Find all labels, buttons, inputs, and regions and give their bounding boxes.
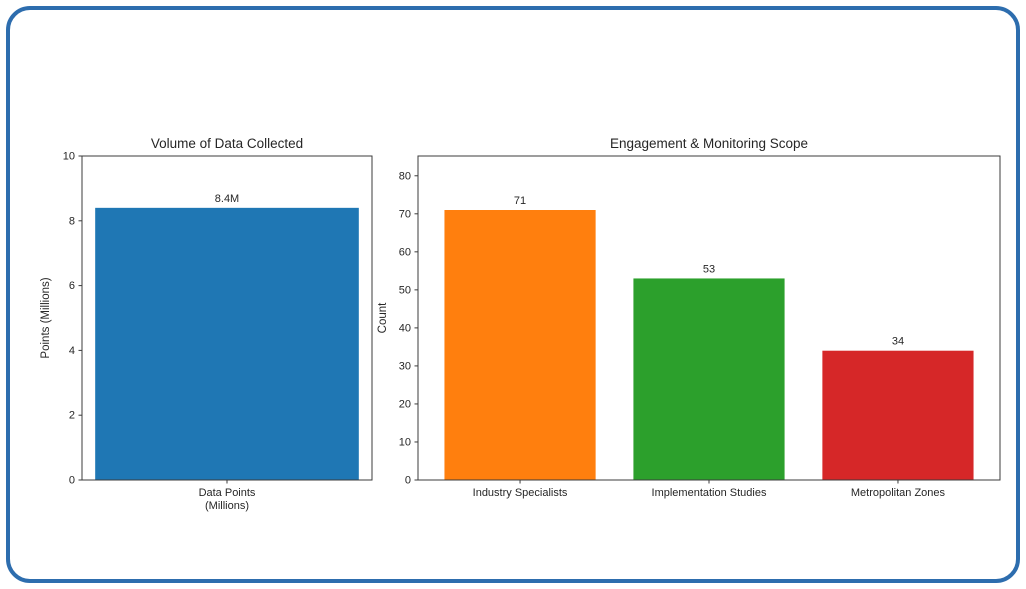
bar-value-label: 8.4M	[215, 193, 239, 205]
y-tick-label: 6	[69, 280, 75, 292]
y-tick-label: 0	[69, 475, 75, 487]
x-tick-label: Implementation Studies	[652, 487, 767, 499]
y-tick-label: 10	[399, 436, 411, 448]
y-tick-label: 4	[69, 345, 75, 357]
plot-frame	[417, 155, 1001, 481]
left-chart-title: Volume of Data Collected	[150, 136, 304, 151]
y-axis-label: Count	[377, 302, 389, 333]
bar-1	[633, 278, 785, 480]
y-axis-label: Points (Millions)	[40, 277, 52, 358]
y-tick-label: 40	[399, 322, 411, 334]
y-tick-label: 2	[69, 410, 75, 422]
bar-value-label: 71	[514, 195, 526, 207]
plot-frame	[81, 155, 373, 481]
y-tick-label: 80	[399, 170, 411, 182]
bar-0	[95, 207, 359, 480]
y-tick-label: 8	[69, 215, 75, 227]
y-tick-label: 30	[399, 360, 411, 372]
chart-card: Volume of Data Collected Engagement & Mo…	[6, 6, 1020, 583]
right-bar-chart: 71 Industry Specialists 53 Implementation S…	[377, 155, 1001, 499]
bar-value-label: 53	[703, 263, 715, 275]
y-tick-label: 20	[399, 398, 411, 410]
y-tick-label: 10	[63, 151, 75, 163]
y-tick-label: 0	[405, 475, 411, 487]
bar-value-label: 34	[892, 336, 904, 348]
x-tick-label: Metropolitan Zones	[851, 487, 946, 499]
bar-0	[444, 210, 596, 480]
x-tick-label: Data Points (Millions)	[199, 487, 256, 512]
x-tick-label: Industry Specialists	[473, 487, 568, 499]
left-bar-chart: 8.4M Data Points (Millions) 0 2 4 6 8 10 Points (…	[40, 151, 373, 512]
y-tick-label: 50	[399, 284, 411, 296]
y-tick-label: 70	[399, 208, 411, 220]
y-tick-label: 60	[399, 246, 411, 258]
right-chart-title: Engagement & Monitoring Scope	[609, 136, 809, 151]
bar-2	[822, 350, 974, 480]
